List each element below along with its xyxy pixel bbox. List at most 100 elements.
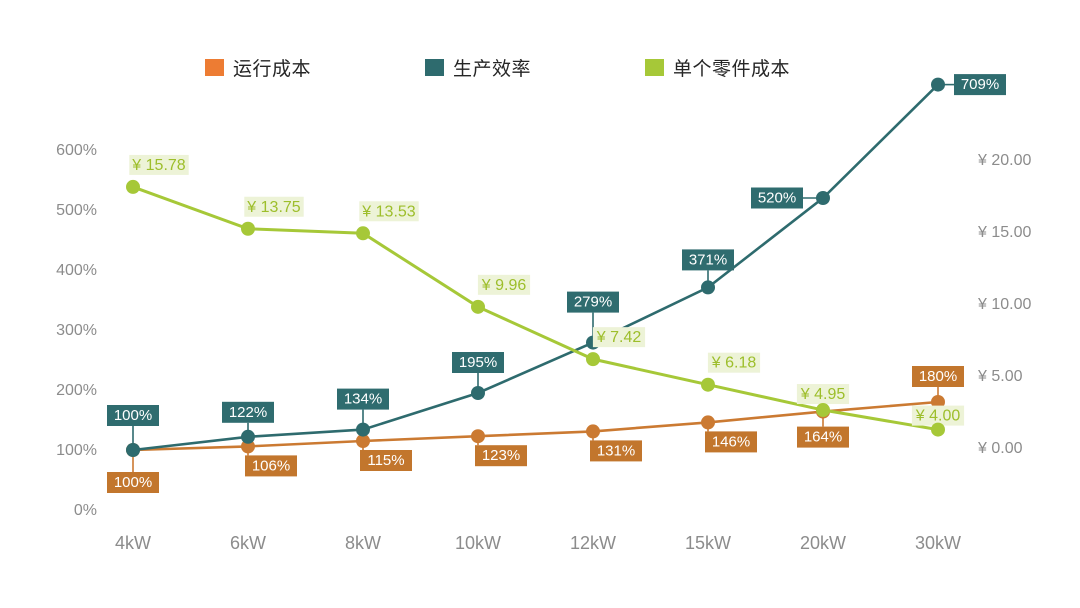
x-axis-tick: 30kW (915, 533, 961, 553)
x-axis-tick: 12kW (570, 533, 616, 553)
data-label-box (477, 274, 531, 295)
data-label-box (911, 405, 965, 426)
data-label-box (107, 405, 159, 426)
data-label: 520% (758, 190, 796, 207)
data-point (241, 221, 255, 236)
data-point (126, 443, 140, 457)
data-label: 709% (961, 76, 999, 93)
data-point (471, 429, 485, 444)
data-label: ¥ 4.95 (800, 386, 846, 403)
data-label: 371% (689, 251, 727, 268)
data-label-box (337, 388, 389, 410)
data-label-box (707, 352, 761, 373)
data-point (931, 422, 945, 437)
legend-item-operating-cost: 运行成本 (205, 54, 311, 81)
data-point (241, 439, 255, 454)
data-label: ¥ 13.53 (361, 203, 415, 220)
data-label: 134% (344, 391, 382, 408)
data-label-box (796, 384, 850, 405)
data-label: 195% (459, 354, 497, 371)
data-label-box (592, 327, 646, 348)
data-point (701, 377, 715, 392)
data-label-box (222, 401, 274, 423)
data-label-box (107, 472, 159, 493)
data-point (586, 424, 600, 439)
right-axis-tick: ¥ 10.00 (977, 296, 1031, 313)
data-point (356, 422, 370, 437)
legend-item-production-efficiency: 生产效率 (425, 54, 531, 81)
x-axis-tick: 20kW (800, 533, 846, 553)
data-label-box (705, 431, 757, 453)
data-point (816, 191, 830, 205)
data-label: ¥ 9.96 (481, 277, 527, 294)
data-label-box (360, 450, 412, 471)
data-label-box (475, 445, 527, 467)
left-axis-tick: 200% (56, 382, 97, 399)
data-label-box (129, 154, 189, 175)
x-axis-tick: 8kW (345, 533, 381, 553)
data-label-box (359, 201, 419, 222)
right-axis-tick: ¥ 15.00 (977, 224, 1031, 241)
left-axis-tick: 500% (56, 202, 97, 219)
left-axis-tick: 0% (74, 502, 97, 519)
series-line-1 (132, 83, 939, 452)
data-label-box (567, 291, 619, 313)
legend-label-operating-cost: 运行成本 (233, 59, 312, 80)
data-label-box (452, 352, 504, 373)
data-label-box (682, 249, 734, 271)
data-point (931, 77, 945, 92)
series-line-0 (132, 400, 939, 452)
data-point (701, 280, 715, 295)
legend-item-unit-part-cost: 单个零件成本 (645, 54, 790, 81)
legend-label-production-efficiency: 生产效率 (453, 59, 532, 80)
data-label: ¥ 4.00 (915, 408, 961, 425)
left-axis-tick: 300% (56, 322, 97, 339)
data-point (126, 179, 140, 194)
data-label: 131% (597, 442, 635, 459)
data-point (816, 403, 830, 418)
data-label-box (954, 74, 1006, 96)
x-axis-tick: 15kW (685, 533, 731, 553)
data-label: 100% (114, 407, 152, 424)
data-label-box (245, 455, 297, 477)
legend-chip-production-efficiency (425, 59, 444, 76)
data-point (471, 386, 485, 400)
data-point (356, 434, 370, 448)
data-point (586, 352, 600, 367)
data-label: 115% (367, 452, 404, 469)
legend-chip-operating-cost (205, 59, 224, 76)
data-point (241, 429, 255, 444)
data-point (356, 226, 370, 241)
data-label: ¥ 13.75 (246, 199, 300, 216)
data-label-box (797, 426, 849, 448)
right-axis-tick: ¥ 0.00 (977, 440, 1023, 457)
data-label: ¥ 7.42 (596, 329, 642, 346)
right-axis-tick: ¥ 5.00 (977, 368, 1023, 385)
data-label: ¥ 15.78 (131, 157, 185, 174)
data-label: 164% (804, 429, 842, 446)
x-axis-tick: 4kW (115, 533, 151, 553)
data-label: 106% (252, 457, 290, 474)
x-axis-tick: 6kW (230, 533, 266, 553)
data-label: 279% (574, 294, 612, 311)
data-label: 180% (919, 368, 957, 385)
data-label-box (244, 196, 304, 217)
data-label: 123% (482, 447, 520, 464)
data-point (701, 415, 715, 430)
data-point (931, 395, 945, 409)
left-axis-tick: 100% (56, 442, 97, 459)
data-label-box (590, 440, 642, 462)
right-axis-tick: ¥ 20.00 (977, 152, 1031, 169)
data-label: 122% (229, 404, 267, 421)
data-label: 146% (712, 433, 750, 450)
left-axis-tick: 400% (56, 262, 97, 279)
x-axis-tick: 10kW (455, 533, 501, 553)
left-axis-tick: 600% (56, 142, 97, 159)
data-label-box (751, 187, 803, 209)
data-label: 100% (114, 474, 152, 491)
data-label: ¥ 6.18 (711, 355, 757, 372)
data-label-box (912, 366, 964, 387)
legend-label-unit-part-cost: 单个零件成本 (673, 59, 791, 80)
